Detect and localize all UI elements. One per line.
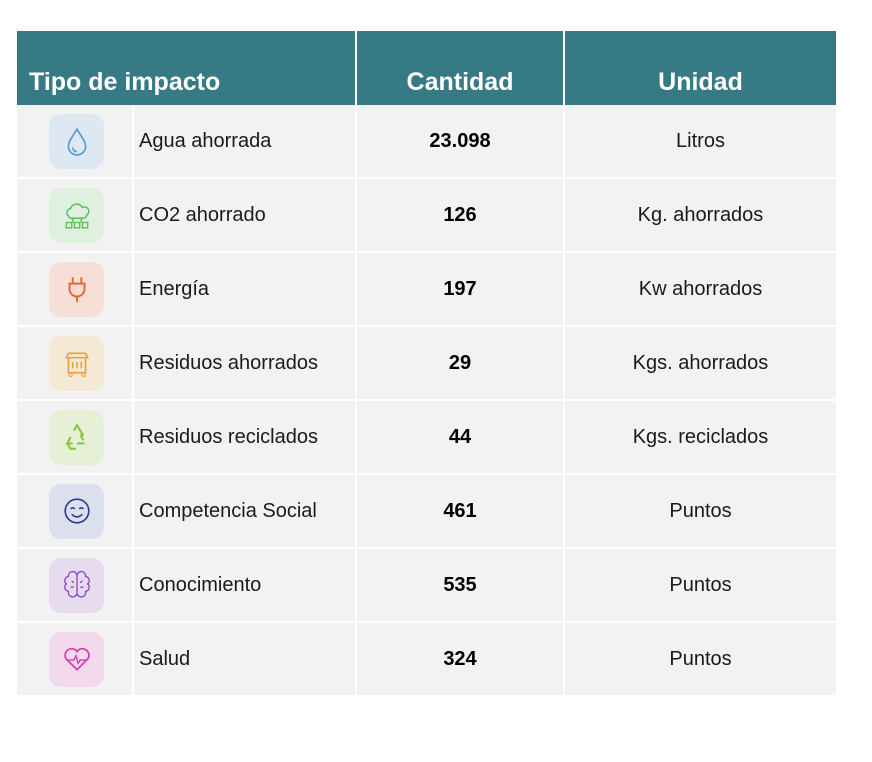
quantity: 324 — [357, 623, 565, 697]
quantity: 197 — [357, 253, 565, 327]
impact-name: Conocimiento — [134, 549, 357, 623]
icon-graphic — [64, 352, 89, 378]
icon-cell — [17, 549, 134, 623]
icon-graphic — [65, 203, 90, 229]
unit: Puntos — [565, 623, 836, 697]
unit: Kgs. reciclados — [565, 401, 836, 475]
icon — [49, 483, 104, 539]
impact-table: Tipo de impacto Cantidad Unidad Agua aho… — [17, 31, 836, 697]
icon-graphic — [63, 647, 90, 671]
quantity: 535 — [357, 549, 565, 623]
icon — [49, 557, 104, 613]
quantity: 461 — [357, 475, 565, 549]
icon-graphic — [67, 127, 86, 156]
quantity: 23.098 — [357, 105, 565, 179]
icon-cell — [17, 253, 134, 327]
icon — [49, 187, 104, 243]
impact-name: CO2 ahorrado — [134, 179, 357, 253]
icon-graphic — [63, 498, 90, 524]
unit: Litros — [565, 105, 836, 179]
impact-name: Energía — [134, 253, 357, 327]
icon-cell — [17, 475, 134, 549]
quantity: 126 — [357, 179, 565, 253]
unit: Kg. ahorrados — [565, 179, 836, 253]
icon — [49, 335, 104, 391]
impact-name: Competencia Social — [134, 475, 357, 549]
impact-name: Salud — [134, 623, 357, 697]
icon-cell — [17, 327, 134, 401]
unit: Puntos — [565, 475, 836, 549]
quantity: 29 — [357, 327, 565, 401]
quantity: 44 — [357, 401, 565, 475]
unit: Puntos — [565, 549, 836, 623]
impact-name: Residuos ahorrados — [134, 327, 357, 401]
icon — [49, 261, 104, 317]
icon — [49, 631, 104, 687]
icon-cell — [17, 401, 134, 475]
unit: Kgs. ahorrados — [565, 327, 836, 401]
unit: Kw ahorrados — [565, 253, 836, 327]
impact-name: Agua ahorrada — [134, 105, 357, 179]
icon-cell — [17, 623, 134, 697]
icon-cell — [17, 105, 134, 179]
icon — [49, 409, 104, 465]
icon-graphic — [63, 570, 90, 598]
icon — [49, 113, 104, 169]
icon-graphic — [65, 423, 84, 450]
impact-name: Residuos reciclados — [134, 401, 357, 475]
icon-graphic — [68, 277, 85, 302]
icon-cell — [17, 179, 134, 253]
